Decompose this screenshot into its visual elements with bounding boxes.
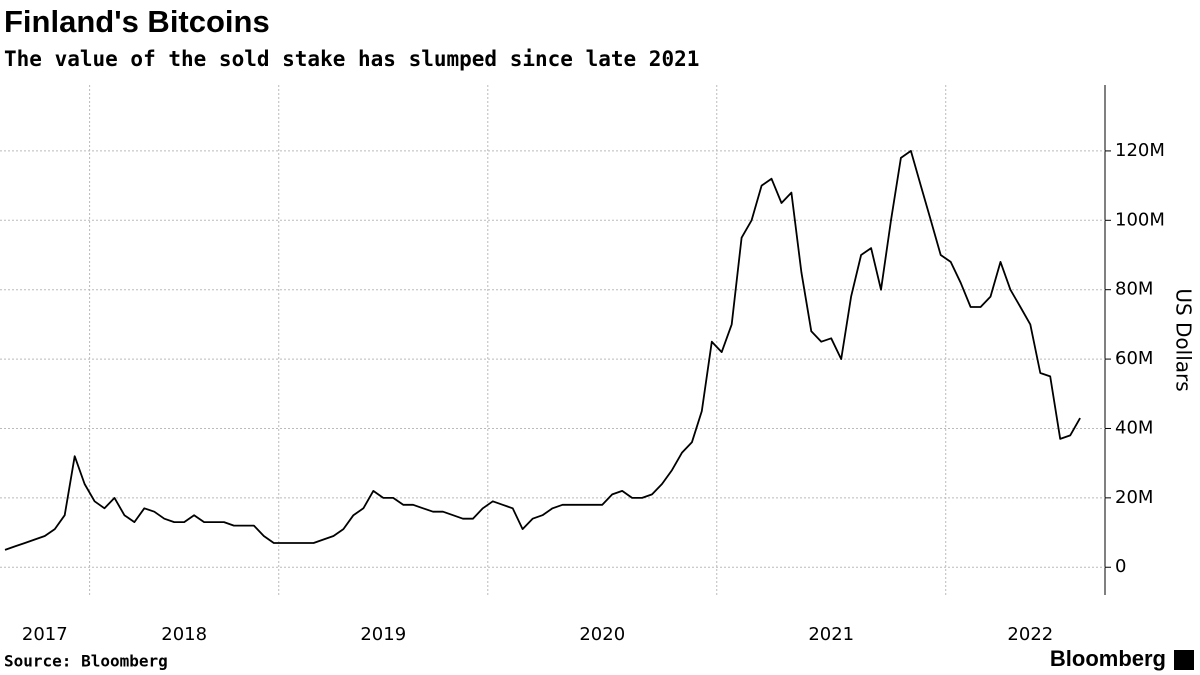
x-tick-label: 2021 xyxy=(808,624,854,645)
line-series xyxy=(4,150,1081,551)
x-tick-label: 2022 xyxy=(1007,624,1053,645)
y-tick-label: 40M xyxy=(1115,417,1153,438)
y-tick-label: 100M xyxy=(1115,209,1165,230)
source: Source: Bloomberg xyxy=(4,652,168,671)
y-tick-label: 60M xyxy=(1115,348,1153,369)
y-tick-label: 80M xyxy=(1115,279,1153,300)
y-tick-label: 20M xyxy=(1115,487,1153,508)
y-tick-label: 0 xyxy=(1115,556,1126,577)
brand-icon xyxy=(1174,650,1194,670)
x-tick-label: 2019 xyxy=(360,624,406,645)
x-tick-label: 2018 xyxy=(161,624,207,645)
chart-title: Finland's Bitcoins xyxy=(4,4,270,39)
brand: Bloomberg xyxy=(1050,646,1166,671)
y-axis-label: US Dollars xyxy=(1172,288,1196,391)
x-tick-label: 2020 xyxy=(579,624,625,645)
y-tick-label: 120M xyxy=(1115,140,1165,161)
chart-subtitle: The value of the sold stake has slumped … xyxy=(4,47,699,71)
x-tick-label: 2017 xyxy=(22,624,68,645)
